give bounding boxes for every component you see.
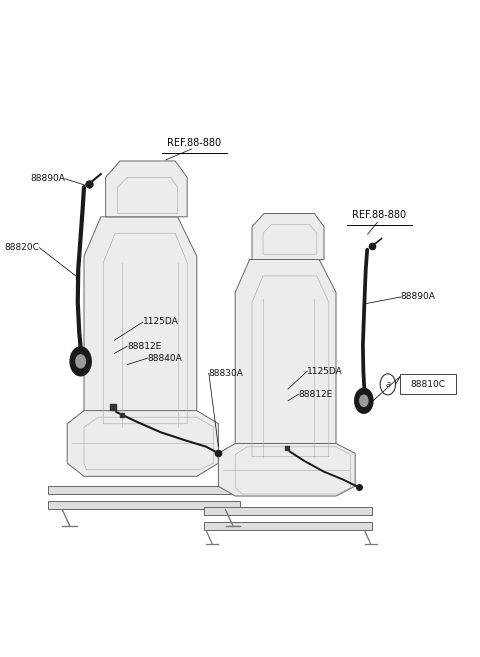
Circle shape [360, 395, 368, 407]
Text: REF.88-880: REF.88-880 [352, 210, 406, 220]
Polygon shape [204, 522, 372, 530]
Text: 88812E: 88812E [127, 342, 161, 351]
Polygon shape [204, 507, 372, 515]
Polygon shape [252, 214, 324, 260]
Text: 1125DA: 1125DA [143, 317, 179, 327]
Text: 1125DA: 1125DA [307, 367, 343, 376]
Text: 88890A: 88890A [30, 174, 65, 183]
Polygon shape [48, 501, 240, 509]
Text: 88820C: 88820C [4, 243, 39, 252]
Text: a: a [385, 380, 390, 389]
Circle shape [355, 388, 373, 413]
FancyBboxPatch shape [400, 374, 456, 394]
Text: 88840A: 88840A [148, 353, 182, 363]
Circle shape [76, 355, 85, 368]
Text: 88830A: 88830A [209, 369, 244, 378]
Polygon shape [84, 217, 197, 434]
Text: REF.88-880: REF.88-880 [168, 138, 221, 148]
Circle shape [70, 347, 91, 376]
Polygon shape [48, 486, 240, 494]
Polygon shape [106, 161, 187, 217]
Polygon shape [235, 260, 336, 463]
Text: 88810C: 88810C [410, 380, 445, 389]
Text: 88812E: 88812E [299, 390, 333, 399]
Text: 88890A: 88890A [401, 292, 436, 302]
Polygon shape [67, 411, 218, 476]
Polygon shape [218, 443, 355, 496]
